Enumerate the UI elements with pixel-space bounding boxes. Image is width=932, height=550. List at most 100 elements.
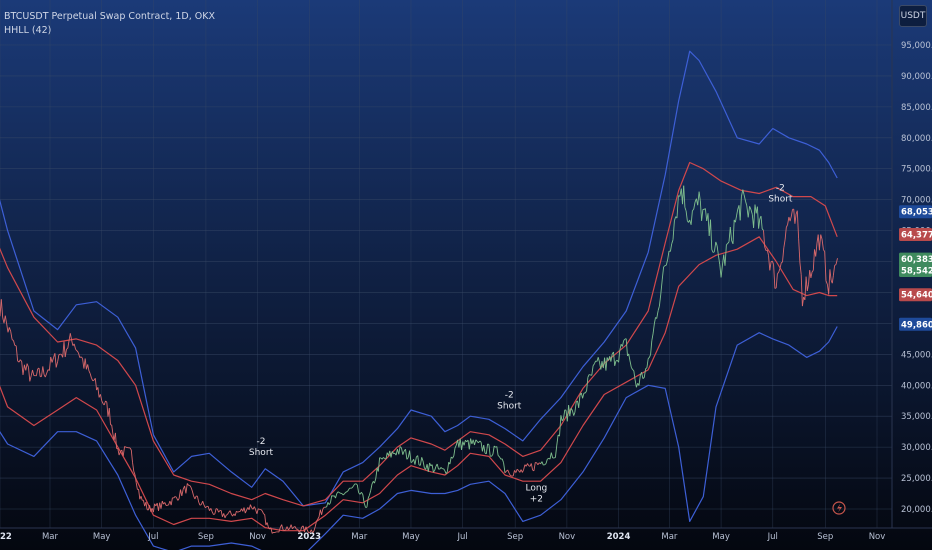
price-segment bbox=[614, 360, 617, 366]
price-segment bbox=[264, 514, 267, 526]
price-segment bbox=[634, 379, 637, 388]
price-segment bbox=[316, 518, 319, 522]
price-segment bbox=[824, 251, 827, 281]
price-segment bbox=[727, 241, 730, 244]
indicator-label[interactable]: HHLL (42) bbox=[4, 25, 52, 36]
price-segment bbox=[667, 250, 670, 260]
price-segment bbox=[501, 458, 505, 464]
price-segment bbox=[405, 449, 408, 460]
price-segment bbox=[651, 333, 654, 341]
price-segment bbox=[347, 487, 350, 491]
signal-annotation: +2 bbox=[530, 494, 543, 504]
price-segment bbox=[523, 464, 526, 470]
symbol-title[interactable]: BTCUSDT Perpetual Swap Contract, 1D, OKX bbox=[4, 11, 215, 22]
price-segment bbox=[185, 483, 188, 494]
price-segment bbox=[10, 331, 13, 340]
price-segment bbox=[740, 189, 744, 197]
y-tick-label: 75,000.0 bbox=[901, 165, 932, 175]
price-segment bbox=[470, 438, 473, 445]
price-segment bbox=[676, 195, 679, 219]
price-segment bbox=[345, 491, 348, 493]
price-segment bbox=[97, 387, 100, 398]
price-segment bbox=[186, 483, 189, 486]
price-segment bbox=[294, 526, 297, 530]
price-segment bbox=[339, 492, 341, 494]
price-segment bbox=[760, 215, 763, 230]
currency-button[interactable]: USDT bbox=[899, 5, 927, 27]
price-segment bbox=[592, 363, 595, 366]
price-segment bbox=[76, 350, 79, 353]
price-segment bbox=[356, 484, 360, 493]
price-segment bbox=[503, 462, 506, 473]
price-segment bbox=[724, 244, 727, 266]
price-segment bbox=[771, 261, 775, 265]
price-segment bbox=[815, 243, 818, 257]
price-segment bbox=[591, 365, 594, 376]
price-segment bbox=[749, 206, 752, 210]
price-segment bbox=[409, 450, 412, 463]
price-segment bbox=[533, 462, 536, 471]
price-segment bbox=[227, 512, 230, 515]
replay-icon[interactable] bbox=[832, 501, 846, 515]
price-segment bbox=[485, 443, 489, 454]
price-segment bbox=[796, 210, 800, 239]
price-segment bbox=[692, 208, 695, 212]
price-segment bbox=[650, 340, 653, 355]
price-segment bbox=[446, 462, 450, 472]
price-segment bbox=[569, 408, 572, 417]
x-tick-label: Mar bbox=[42, 532, 59, 542]
price-segment bbox=[568, 405, 571, 417]
price-segment bbox=[768, 255, 771, 271]
price-segment bbox=[773, 264, 776, 289]
price-segment bbox=[129, 447, 132, 451]
price-segment bbox=[732, 219, 735, 244]
price-segment bbox=[479, 440, 482, 443]
price-segment bbox=[729, 227, 733, 241]
price-segment bbox=[337, 491, 340, 493]
price-segment bbox=[377, 457, 381, 472]
price-segment bbox=[820, 234, 823, 240]
price-segment bbox=[440, 467, 443, 470]
price-segment bbox=[82, 358, 85, 369]
price-segment bbox=[216, 508, 220, 513]
price-segment bbox=[108, 408, 111, 425]
price-segment bbox=[610, 353, 613, 362]
price-segment bbox=[79, 356, 82, 358]
price-segment bbox=[697, 191, 700, 206]
price-segment bbox=[297, 529, 300, 533]
price-segment bbox=[306, 529, 310, 533]
x-tick-label: 2023 bbox=[297, 532, 321, 542]
signal-annotation: -2 bbox=[505, 391, 514, 401]
price-segment bbox=[747, 206, 751, 218]
price-segment bbox=[80, 356, 83, 359]
price-segment bbox=[707, 213, 710, 236]
price-segment bbox=[823, 249, 826, 252]
price-segment bbox=[828, 269, 831, 295]
price-segment bbox=[683, 185, 686, 208]
price-segment bbox=[672, 220, 675, 240]
price-segment bbox=[629, 360, 632, 368]
price-segment bbox=[800, 274, 803, 307]
price-segment bbox=[818, 234, 822, 251]
price-segment bbox=[15, 345, 19, 361]
price-badge-bg bbox=[899, 288, 932, 302]
price-segment bbox=[94, 378, 98, 391]
price-segment bbox=[22, 364, 25, 376]
x-axis[interactable]: 2022 Mar May Jul Sep Nov 2023 Mar May Jul Sep Nov 20… bbox=[0, 532, 885, 542]
price-segment bbox=[704, 208, 708, 221]
price-segment bbox=[699, 200, 703, 221]
price-segment bbox=[50, 356, 53, 363]
price-segment bbox=[600, 361, 603, 370]
price-segment bbox=[632, 369, 635, 372]
price-segment bbox=[570, 407, 573, 411]
y-tick-label: 70,000.0 bbox=[901, 196, 932, 206]
price-segment bbox=[234, 511, 237, 516]
price-segment bbox=[573, 412, 576, 416]
price-segment bbox=[421, 457, 424, 462]
price-segment bbox=[194, 495, 197, 500]
price-segment bbox=[831, 275, 834, 284]
price-segment bbox=[779, 262, 782, 269]
x-tick-label: 2024 bbox=[607, 532, 631, 542]
